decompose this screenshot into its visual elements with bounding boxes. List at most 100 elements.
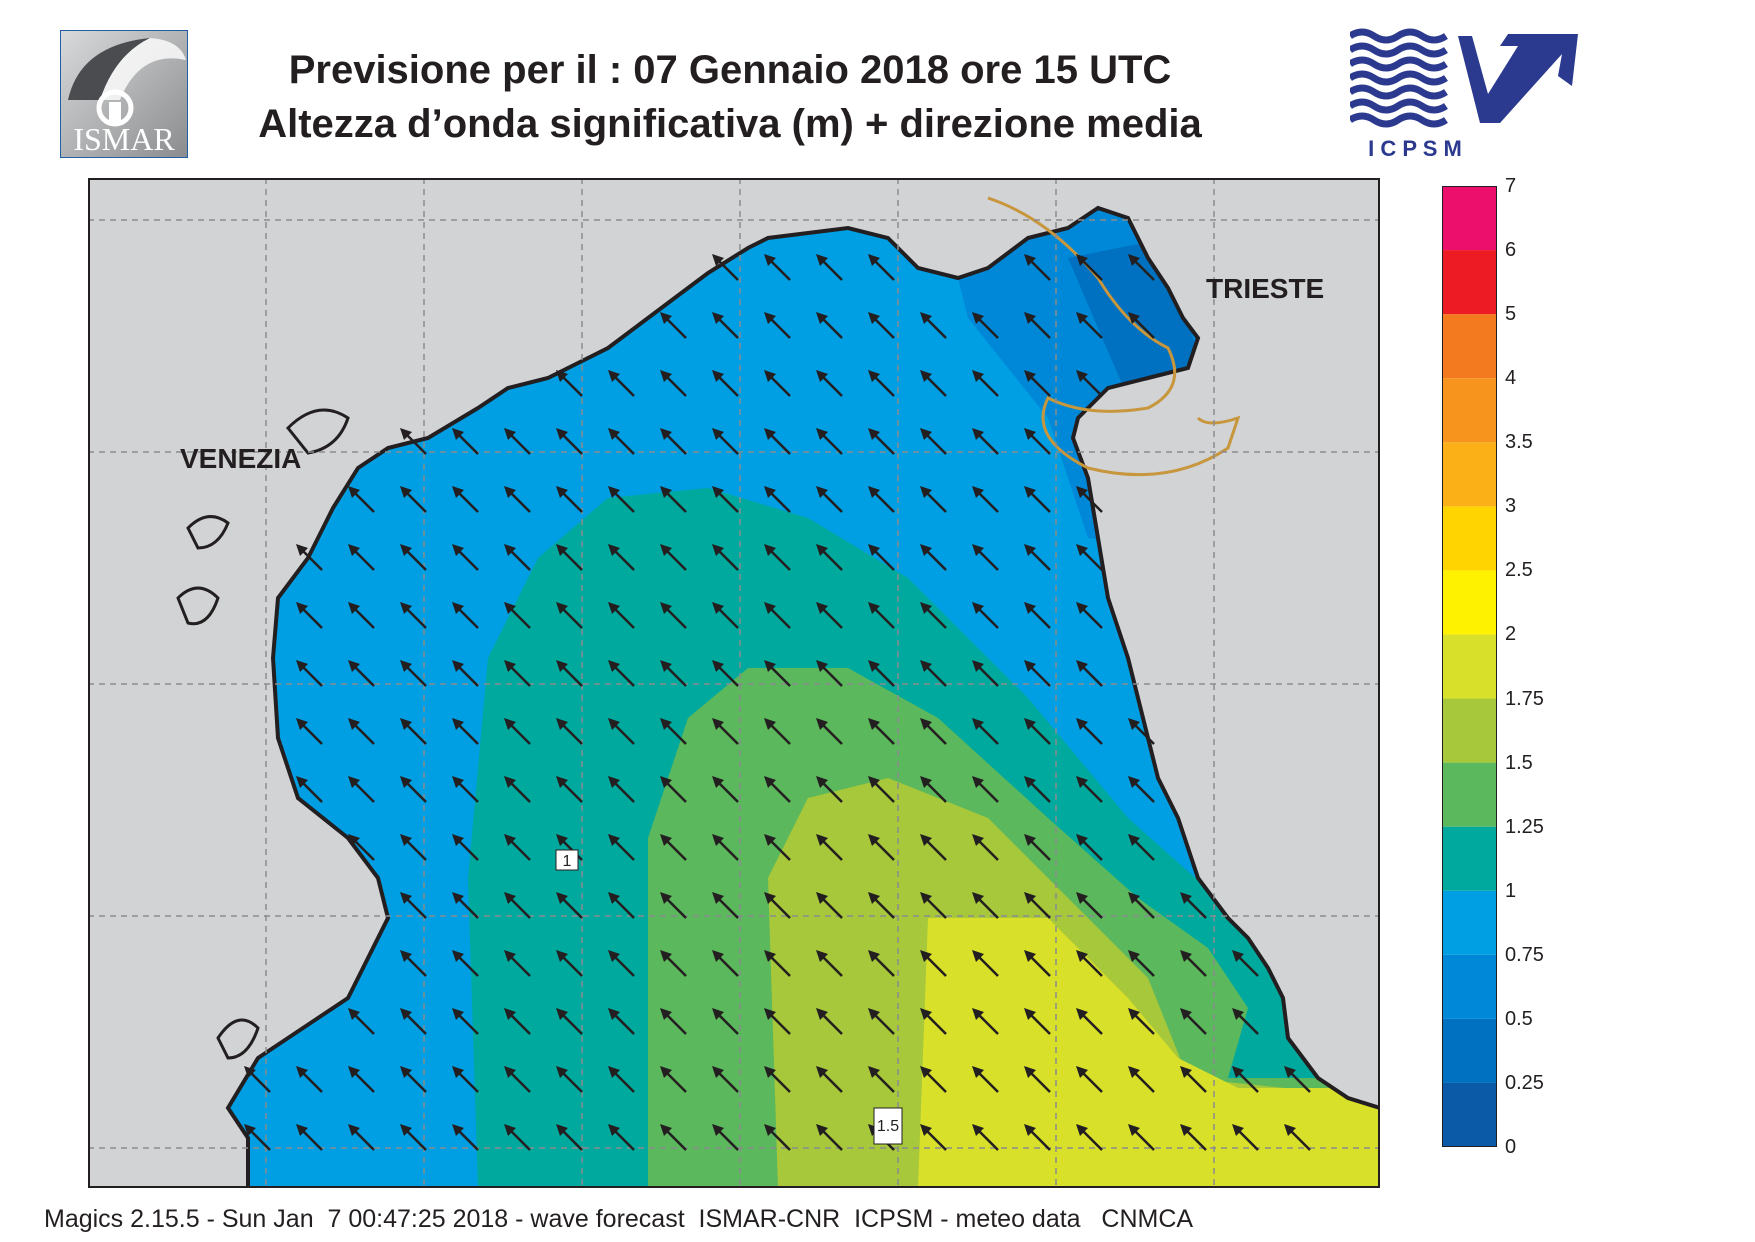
wave-arrow: [868, 312, 895, 339]
wave-arrow: [1076, 776, 1103, 803]
colorbar-label: 0.75: [1505, 943, 1544, 966]
wave-arrow: [816, 776, 843, 803]
wave-arrow: [920, 370, 947, 397]
wave-arrow: [608, 544, 635, 571]
wave-arrow: [1076, 892, 1103, 919]
wave-arrow: [972, 718, 999, 745]
wave-arrow: [660, 892, 687, 919]
colorbar-swatch: [1442, 826, 1497, 891]
colorbar-swatch: [1442, 634, 1497, 699]
forecast-title: Previsione per il : 07 Gennaio 2018 ore …: [288, 48, 1172, 92]
wave-arrow: [348, 602, 375, 629]
wave-arrow: [764, 1066, 791, 1093]
wave-arrow: [556, 486, 583, 513]
wave-arrow: [1076, 1008, 1103, 1035]
colorbar-label: 3.5: [1505, 431, 1533, 454]
wave-arrow: [504, 486, 531, 513]
wave-arrow: [504, 428, 531, 455]
wave-arrow: [1128, 718, 1155, 745]
wave-arrow: [608, 428, 635, 455]
wave-arrow: [712, 1066, 739, 1093]
wave-arrow: [1024, 370, 1051, 397]
country-border: [987, 196, 1241, 477]
wave-arrow: [1232, 1008, 1259, 1035]
colorbar-swatch: [1442, 378, 1497, 443]
wave-arrow: [660, 428, 687, 455]
colorbar-swatch: [1442, 1018, 1497, 1083]
wave-arrow: [608, 950, 635, 977]
wave-arrow: [296, 544, 323, 571]
icpsm-logo: I C P S M: [1350, 28, 1578, 161]
wave-arrow: [452, 602, 479, 629]
wave-arrow: [972, 486, 999, 513]
wave-arrow: [556, 1066, 583, 1093]
wave-arrow: [712, 370, 739, 397]
colorbar-label: 1: [1505, 879, 1517, 902]
wave-arrow: [1076, 312, 1103, 339]
wave-arrow: [504, 660, 531, 687]
colorbar-swatch: [1442, 762, 1497, 827]
wave-arrow: [556, 370, 583, 397]
colorbar-label: 6: [1505, 239, 1517, 262]
wave-arrow: [660, 950, 687, 977]
wave-arrow: [1180, 1066, 1207, 1093]
wave-arrow: [1076, 834, 1103, 861]
colorbar-swatch: [1442, 570, 1497, 635]
wave-arrow: [816, 1008, 843, 1035]
wave-arrow: [504, 834, 531, 861]
wave-arrow: [972, 776, 999, 803]
wave-arrow: [504, 1124, 531, 1151]
wave-arrow: [452, 1066, 479, 1093]
wave-arrow: [348, 660, 375, 687]
wave-arrow: [712, 660, 739, 687]
colorbar-swatch: [1442, 314, 1497, 379]
wave-arrow: [556, 718, 583, 745]
wave-arrow: [296, 660, 323, 687]
wave-arrow: [1024, 1124, 1051, 1151]
wave-arrow: [1128, 776, 1155, 803]
wave-arrow: [920, 544, 947, 571]
wave-arrow: [556, 428, 583, 455]
colorbar-swatch: [1442, 186, 1497, 251]
ismar-logo-text: ISMAR: [73, 121, 175, 157]
wave-arrow: [348, 1124, 375, 1151]
wave-arrow: [452, 544, 479, 571]
contour-label-15: 1.5: [873, 1107, 903, 1145]
wave-arrow: [400, 950, 427, 977]
wave-arrow: [504, 718, 531, 745]
wave-arrow: [1128, 950, 1155, 977]
wave-arrow: [1024, 776, 1051, 803]
wave-arrow: [1076, 370, 1103, 397]
wave-arrow: [1024, 486, 1051, 513]
wave-arrow: [920, 602, 947, 629]
wave-arrow: [660, 1008, 687, 1035]
wave-arrow: [712, 486, 739, 513]
wave-arrow: [348, 834, 375, 861]
contour-label-1: 1: [555, 849, 579, 871]
wave-arrow: [660, 486, 687, 513]
wave-arrow: [400, 428, 427, 455]
wave-arrow: [348, 718, 375, 745]
wave-arrow: [452, 718, 479, 745]
wave-arrow: [296, 1124, 323, 1151]
wave-arrow: [972, 660, 999, 687]
wave-arrow: [816, 544, 843, 571]
wave-arrow: [504, 602, 531, 629]
wave-arrow: [1076, 1066, 1103, 1093]
wave-arrow: [452, 660, 479, 687]
wave-arrow: [556, 660, 583, 687]
wave-arrow: [816, 1124, 843, 1151]
wave-arrow: [660, 718, 687, 745]
wave-arrow: [764, 834, 791, 861]
wave-arrow: [400, 1124, 427, 1151]
wave-arrow: [504, 950, 531, 977]
wave-arrow: [816, 254, 843, 281]
wave-arrow: [920, 428, 947, 455]
wave-arrow: [712, 544, 739, 571]
wave-arrow: [1076, 950, 1103, 977]
wave-arrow: [1128, 1066, 1155, 1093]
map-frame: [88, 178, 1380, 1188]
contour-label-1-text: 1: [563, 853, 572, 870]
wave-arrow: [400, 834, 427, 861]
wave-arrow: [868, 370, 895, 397]
